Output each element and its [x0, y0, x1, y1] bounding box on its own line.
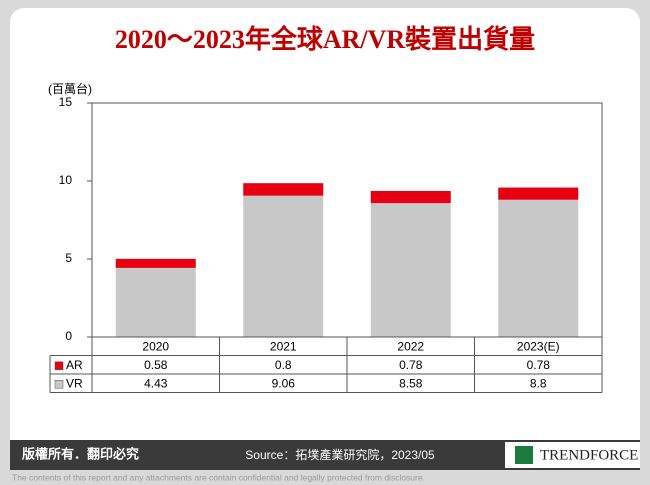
x-tick-label: 2021 — [270, 339, 297, 353]
bar-segment — [115, 267, 196, 337]
bar-segment — [498, 187, 579, 200]
legend-label: VR — [66, 376, 83, 390]
table-value: 0.8 — [275, 358, 292, 372]
legend-swatch — [54, 361, 64, 370]
bar-segment — [115, 258, 196, 268]
disclaimer: The contents of this report and any atta… — [12, 472, 425, 482]
table-value: 8.8 — [530, 376, 547, 390]
y-tick-label: 15 — [59, 95, 73, 109]
x-tick-label: 2020 — [142, 339, 169, 353]
table-value: 8.58 — [399, 376, 423, 390]
bar-segment — [243, 183, 324, 196]
brand: TRENDFORCE — [540, 447, 638, 463]
chart-title: 2020～2023年全球AR/VR裝置出貨量 — [115, 24, 535, 54]
source: Source：拓墣產業研究院，2023/05 — [245, 447, 435, 462]
y-tick-label: 0 — [65, 329, 72, 343]
bar-segment — [498, 199, 579, 337]
copyright: 版權所有．翻印必究 — [22, 446, 139, 461]
logo-icon — [515, 446, 533, 464]
table-value: 0.78 — [399, 358, 423, 372]
table-value: 9.06 — [272, 376, 296, 390]
y-axis-label: (百萬台) — [48, 81, 92, 96]
bar-segment — [370, 190, 451, 204]
x-tick-label: 2022 — [397, 339, 424, 353]
table-value: 4.43 — [144, 376, 168, 390]
panel — [10, 8, 640, 470]
legend-swatch — [54, 380, 64, 389]
bar-segment — [370, 203, 451, 337]
legend-label: AR — [66, 358, 83, 372]
x-tick-label: 2023(E) — [517, 339, 560, 353]
table-value: 0.58 — [144, 358, 168, 372]
y-tick-label: 5 — [65, 251, 72, 265]
y-tick-label: 10 — [59, 173, 73, 187]
bar-segment — [243, 195, 324, 337]
table-value: 0.78 — [527, 358, 551, 372]
